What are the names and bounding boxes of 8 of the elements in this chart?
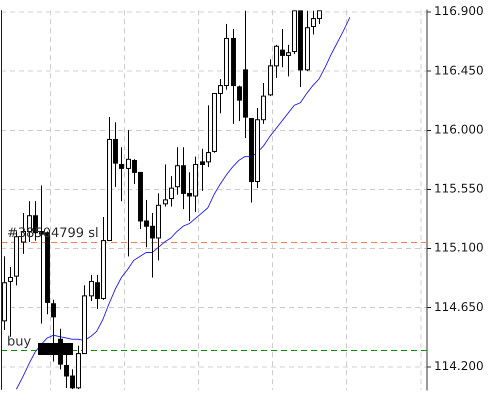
y-tick-label: 115.550	[434, 182, 484, 196]
ref-line-label: buy	[7, 334, 32, 350]
y-tick-label: 116.900	[434, 4, 484, 18]
y-tick-label: 114.200	[434, 358, 484, 373]
y-tick-label: 116.450	[434, 63, 484, 78]
y-tick-label: 115.100	[434, 240, 484, 255]
y-tick-label: 116.000	[434, 122, 484, 136]
y-tick-label: 114.650	[434, 300, 484, 314]
